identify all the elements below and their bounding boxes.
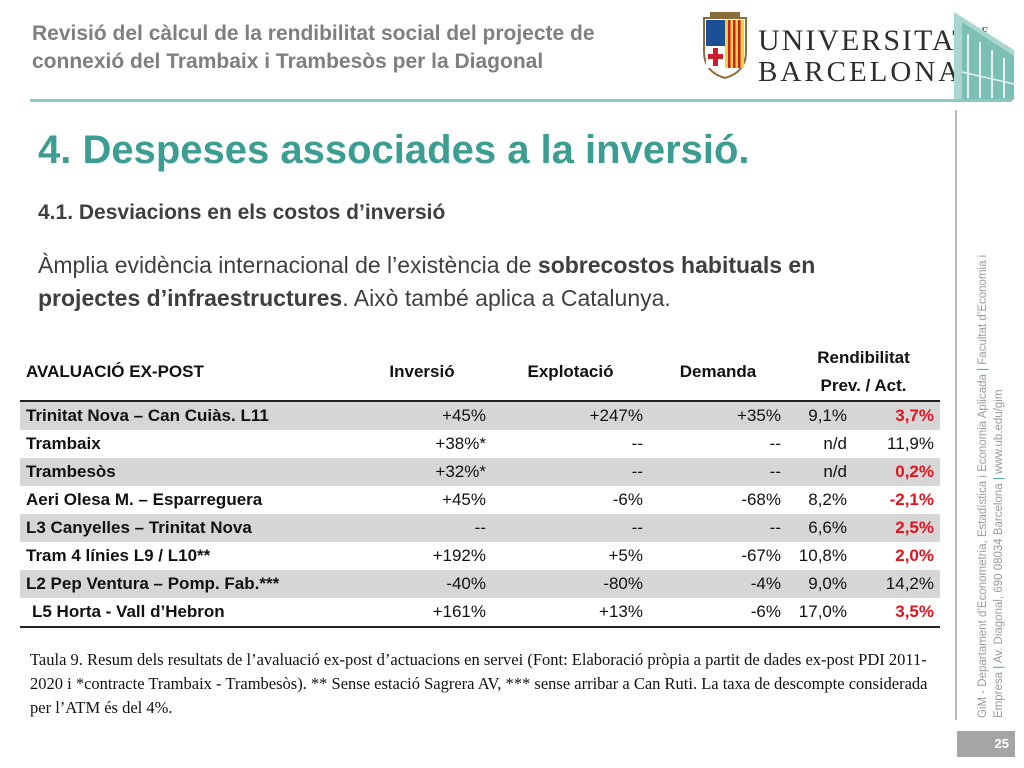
inversio-value: +45% <box>352 401 492 430</box>
prev-value: 8,2% <box>808 490 847 509</box>
project-name: L2 Pep Ventura – Pomp. Fab.*** <box>20 570 352 598</box>
logo-text-barcelona: BARCELONA <box>758 56 963 88</box>
act-value: 3,5% <box>853 598 940 628</box>
sidebar-line-1: GiM - Departament d’Econometria, Estadís… <box>977 254 989 718</box>
column-header-explotacio: Explotació <box>492 344 649 402</box>
body-paragraph: Àmplia evidència internacional de l’exis… <box>38 249 918 315</box>
demanda-value: -- <box>649 458 787 486</box>
table-header-row: AVALUACIÓ EX-POST Inversió Explotació De… <box>20 344 940 402</box>
explotacio-value: +247% <box>492 401 649 430</box>
sidebar-credits: GiM - Departament d’Econometria, Estadís… <box>975 118 1007 718</box>
prev-value: n/d <box>787 458 853 486</box>
presentation-header-title: Revisió del càlcul de la rendibilitat so… <box>32 22 595 73</box>
prev-value: 9,1% <box>787 401 853 430</box>
table-row: Trambesòs +32%* -- -- n/d 0,2% <box>20 458 940 486</box>
project-name: Trambesòs <box>20 458 352 486</box>
website-link[interactable]: www.ub.edu/gim <box>993 389 1005 474</box>
prev-act-label: Prev. / Act. <box>820 376 907 395</box>
university-logo: UNIVERSITATDE BARCELONA <box>700 12 989 88</box>
demanda-value: -- <box>649 514 787 542</box>
demanda-value: +35% <box>649 401 787 430</box>
inversio-value: +192% <box>432 546 486 565</box>
body-text-emphasis: sobrecostos habituals en projectes d’inf… <box>38 252 816 311</box>
table-row: L3 Canyelles – Trinitat Nova -- -- -- 6,… <box>20 514 940 542</box>
body-text-end: . Això també aplica a Catalunya. <box>342 285 671 311</box>
table-row: Tram 4 línies L9 / L10** +192% +5% -67% … <box>20 542 940 570</box>
prev-value: 17,0% <box>787 598 853 628</box>
slide-title: 4. Despeses associades a la inversió. <box>38 128 750 172</box>
demanda-value: -67% <box>741 546 781 565</box>
table-row: L2 Pep Ventura – Pomp. Fab.*** -40% -80%… <box>20 570 940 598</box>
explotacio-value: -- <box>492 458 649 486</box>
project-name: L3 Canyelles – Trinitat Nova <box>20 514 352 542</box>
act-value: 11,9% <box>887 434 934 453</box>
body-text-start: Àmplia evidència internacional de l’exis… <box>38 252 538 278</box>
act-value: 2,0% <box>895 546 934 565</box>
prev-value: 6,6% <box>787 514 853 542</box>
explotacio-value: -6% <box>612 490 643 509</box>
explotacio-value: -- <box>631 434 643 453</box>
prev-value: 9,0% <box>787 570 853 598</box>
act-value: 0,2% <box>853 458 940 486</box>
demanda-value: -- <box>769 434 781 453</box>
project-name: Trambaix <box>26 434 101 453</box>
demanda-value: -4% <box>649 570 787 598</box>
university-seal-icon <box>703 12 747 80</box>
table-caption: Taula 9. Resum dels resultats de l’avalu… <box>30 650 928 717</box>
rendibilitat-label: Rendibilitat <box>817 348 910 367</box>
column-header-demanda: Demanda <box>649 344 787 402</box>
inversio-value: +38%* <box>435 434 486 453</box>
table-row: Aeri Olesa M. – Esparreguera +45% -6% -6… <box>20 486 940 514</box>
act-value: 3,7% <box>853 401 940 430</box>
ex-post-evaluation-table: AVALUACIÓ EX-POST Inversió Explotació De… <box>20 344 940 628</box>
explotacio-value: +5% <box>608 546 644 565</box>
inversio-value: +32%* <box>352 458 492 486</box>
sidebar-divider <box>955 110 957 720</box>
demanda-value: -6% <box>649 598 787 628</box>
explotacio-value: +13% <box>492 598 649 628</box>
explotacio-value: -80% <box>492 570 649 598</box>
explotacio-value: -- <box>492 514 649 542</box>
column-header-inversio: Inversió <box>352 344 492 402</box>
project-name: Aeri Olesa M. – Esparreguera <box>26 490 263 509</box>
inversio-value: +161% <box>352 598 492 628</box>
table-row: L5 Horta - Vall d’Hebron +161% +13% -6% … <box>20 598 940 628</box>
prev-value: 10,8% <box>798 546 847 565</box>
column-header-rendibilitat: Rendibilitat Prev. / Act. <box>787 344 940 402</box>
demanda-value: -68% <box>741 490 781 509</box>
prev-value: n/d <box>823 434 847 453</box>
page-number: 25 <box>957 731 1015 757</box>
project-name: Tram 4 línies L9 / L10** <box>26 546 211 565</box>
inversio-value: -- <box>352 514 492 542</box>
inversio-value: -40% <box>352 570 492 598</box>
project-name: L5 Horta - Vall d’Hebron <box>20 598 352 628</box>
act-value: 14,2% <box>853 570 940 598</box>
inversio-value: +45% <box>442 490 486 509</box>
header-divider <box>30 99 1012 102</box>
table-row: Trambaix +38%* -- -- n/d 11,9% <box>20 430 940 458</box>
decorative-building-graphic <box>954 12 1014 100</box>
act-value: -2,1% <box>889 490 934 509</box>
act-value: 2,5% <box>853 514 940 542</box>
table-row: Trinitat Nova – Can Cuiàs. L11 +45% +247… <box>20 401 940 430</box>
section-subtitle: 4.1. Desviacions en els costos d’inversi… <box>38 201 446 224</box>
sidebar-line-2: Empresa | Av. Diagonal, 690 08034 Barcel… <box>993 389 1005 718</box>
project-name: Trinitat Nova – Can Cuiàs. L11 <box>20 401 352 430</box>
column-header-evaluation: AVALUACIÓ EX-POST <box>20 344 352 402</box>
logo-text-universitat: UNIVERSITAT <box>758 24 973 57</box>
